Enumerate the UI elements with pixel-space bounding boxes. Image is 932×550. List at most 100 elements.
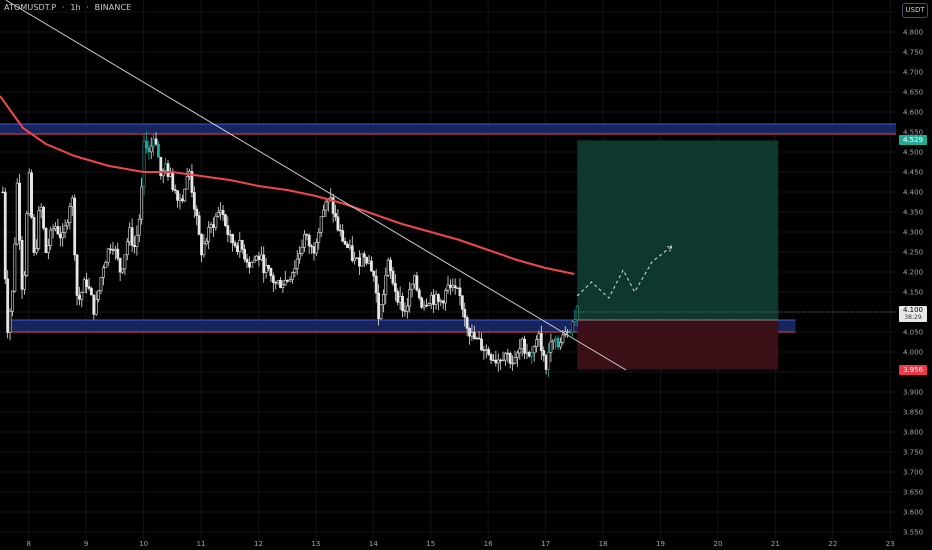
candle [463, 302, 467, 327]
time-tick-label: 19 [656, 540, 665, 548]
chart-title: ATOMUSDT.P · 1h · BINANCE [4, 3, 134, 12]
candle [264, 257, 268, 279]
candle-body [353, 257, 357, 261]
candle [489, 352, 493, 365]
candle-body [513, 357, 517, 364]
currency-button[interactable]: USDT [902, 3, 928, 18]
candle-body [30, 172, 33, 218]
candle [405, 297, 409, 319]
time-axis[interactable]: 8 9 10 11 12 13 14 15 16 17 18 19 20 21 22 23 [26, 540, 894, 548]
candle-body [255, 255, 258, 261]
candle-body [429, 294, 433, 305]
candle-body [544, 355, 548, 370]
candle [460, 295, 464, 318]
candle-body [508, 353, 512, 364]
candle-body [331, 197, 335, 214]
candle [319, 216, 323, 238]
candle [415, 272, 419, 292]
candle-body [92, 294, 96, 315]
candle [468, 327, 471, 345]
candle [106, 248, 110, 267]
candle-body [245, 258, 249, 263]
candle-body [46, 245, 50, 253]
candle [214, 212, 218, 231]
candle-body [97, 290, 100, 300]
candle-body [116, 248, 120, 259]
candle-body [413, 275, 416, 285]
candle-body [247, 261, 251, 268]
price-tick-label: 4.400 [903, 189, 923, 197]
candle-body [262, 254, 266, 274]
candle [513, 350, 517, 365]
candle [25, 210, 29, 278]
candle-body [384, 274, 388, 295]
candle-body [207, 227, 211, 242]
candle-body [209, 224, 213, 228]
candle-body [3, 191, 7, 280]
candle-body [149, 145, 153, 153]
candle-body [307, 235, 311, 247]
candle [358, 250, 361, 275]
candle-body [460, 295, 464, 310]
candle [439, 298, 443, 307]
candle-body [547, 352, 550, 370]
candle-body [518, 348, 522, 354]
candle [80, 291, 84, 308]
candle-body [446, 284, 450, 291]
candle [492, 354, 495, 362]
candle-body [101, 267, 105, 278]
candle-body [444, 289, 448, 304]
price-axis[interactable]: 4.8504.8004.7504.7004.6504.6004.5504.500… [903, 9, 923, 537]
candle [487, 346, 491, 356]
candle [128, 222, 132, 246]
candle-body [202, 243, 206, 256]
candle-body [350, 245, 354, 261]
time-tick-label: 18 [599, 540, 608, 548]
candle-body [527, 351, 531, 357]
candle-body [154, 138, 158, 145]
candle [434, 290, 438, 310]
candle-body [173, 189, 177, 192]
candle-body [288, 279, 292, 282]
candle [3, 187, 7, 284]
candle-body [425, 305, 428, 307]
candle [293, 260, 297, 278]
candle [377, 284, 380, 326]
candle [61, 223, 65, 247]
candle-body [34, 248, 38, 253]
candle-body [420, 297, 424, 308]
candle-body [111, 249, 115, 251]
candle [70, 195, 74, 217]
candle [384, 267, 388, 305]
candle [496, 353, 500, 372]
candle-body [80, 292, 84, 300]
candle-body [118, 257, 122, 273]
candle-body [305, 234, 309, 236]
candle [472, 325, 476, 340]
candle-body [166, 163, 170, 177]
candle [556, 335, 560, 350]
candle-body [1, 191, 5, 194]
candle-body [559, 342, 562, 348]
candle-body [104, 262, 108, 269]
candle [295, 250, 299, 276]
candle-body [470, 332, 474, 337]
symbol-label[interactable]: ATOMUSDT.P [4, 3, 57, 12]
candle [475, 336, 479, 340]
candle [97, 290, 100, 303]
candle-body [295, 258, 299, 269]
candle [307, 233, 311, 254]
candle [27, 168, 31, 216]
candle [149, 137, 153, 160]
candle [11, 290, 14, 317]
interval-label[interactable]: 1h [70, 3, 81, 12]
candle [422, 300, 426, 311]
candle-body [23, 275, 26, 290]
candle-body [410, 283, 414, 290]
candle [56, 219, 60, 236]
candle [324, 197, 328, 218]
candle-body [106, 248, 110, 263]
candle-body [226, 225, 230, 235]
candle [20, 235, 24, 299]
